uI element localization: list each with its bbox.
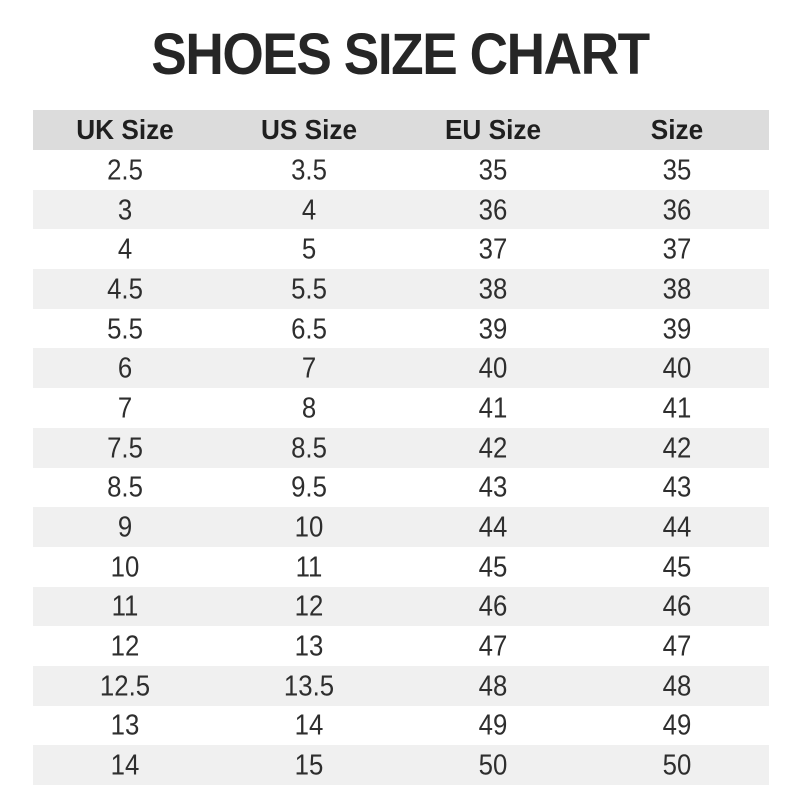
- table-row: 10 11 45 45: [33, 546, 769, 587]
- table-cell: 42: [662, 431, 692, 464]
- table-cell: 4: [301, 192, 317, 226]
- table-cell: 37: [662, 232, 692, 265]
- table-cell: 9: [117, 510, 133, 543]
- table-cell: 40: [478, 351, 508, 384]
- table-cell: 35: [478, 153, 508, 186]
- table-row: 4.5 5.5 38 38: [33, 269, 769, 309]
- table-header-row: UK Size US Size EU Size Size: [33, 110, 769, 150]
- table-cell: 11: [111, 589, 139, 623]
- table-cell: 9.5: [291, 470, 327, 503]
- table-row: 11 12 46 46: [33, 586, 769, 627]
- column-header: US Size: [260, 114, 358, 145]
- table-cell: 10: [110, 550, 140, 583]
- table-cell: 50: [662, 748, 692, 781]
- table-cell: 8.5: [291, 431, 327, 464]
- table-cell: 40: [662, 351, 692, 384]
- column-header: Size: [650, 114, 704, 145]
- table-cell: 13: [294, 629, 324, 662]
- table-cell: 14: [294, 708, 324, 742]
- table-cell: 12: [110, 629, 140, 662]
- table-cell: 41: [662, 391, 692, 424]
- size-table: UK Size US Size EU Size Size 2.5 3.5 35 35 3 4 36…: [33, 110, 769, 785]
- table-cell: 47: [478, 629, 508, 662]
- table-cell: 8: [301, 391, 317, 424]
- table-cell: 5.5: [107, 311, 143, 345]
- table-cell: 7.5: [107, 431, 143, 464]
- table-cell: 41: [478, 391, 508, 424]
- table-cell: 36: [662, 192, 692, 226]
- table-cell: 2.5: [107, 153, 143, 186]
- column-header: UK Size: [76, 114, 174, 145]
- table-cell: 35: [662, 153, 692, 186]
- table-cell: 48: [478, 669, 508, 702]
- table-cell: 45: [662, 550, 692, 583]
- table-cell: 7: [117, 391, 133, 424]
- column-header: EU Size: [444, 114, 542, 145]
- table-row: 8.5 9.5 43 43: [33, 467, 769, 508]
- table-cell: 39: [478, 311, 508, 345]
- table-cell: 46: [662, 589, 692, 623]
- table-cell: 43: [662, 470, 692, 503]
- table-cell: 3: [117, 192, 133, 226]
- table-row: 5.5 6.5 39 39: [33, 308, 769, 349]
- table-cell: 44: [662, 510, 692, 543]
- table-cell: 36: [478, 192, 508, 226]
- table-cell: 49: [478, 708, 508, 742]
- table-cell: 15: [294, 748, 324, 781]
- table-cell: 3.5: [291, 153, 327, 186]
- table-cell: 44: [478, 510, 508, 543]
- table-row: 7.5 8.5 42 42: [33, 427, 769, 468]
- table-cell: 47: [662, 629, 692, 662]
- table-row: 3 4 36 36: [33, 189, 769, 230]
- table-row: 7 8 41 41: [33, 388, 769, 428]
- table-cell: 49: [662, 708, 692, 742]
- table-row: 9 10 44 44: [33, 507, 769, 547]
- table-cell: 43: [478, 470, 508, 503]
- table-cell: 37: [478, 232, 508, 265]
- table-cell: 13.5: [283, 669, 335, 702]
- table-cell: 14: [110, 748, 140, 781]
- table-row: 12 13 47 47: [33, 626, 769, 666]
- table-cell: 8.5: [107, 470, 143, 503]
- table-cell: 7: [301, 351, 317, 384]
- table-cell: 10: [294, 510, 324, 543]
- table-cell: 5: [301, 232, 317, 265]
- table-cell: 42: [478, 431, 508, 464]
- table-cell: 6.5: [291, 311, 327, 345]
- table-cell: 48: [662, 669, 692, 702]
- table-cell: 38: [478, 272, 508, 305]
- table-cell: 4.5: [107, 272, 143, 305]
- table-cell: 4: [117, 232, 133, 265]
- table-row: 12.5 13.5 48 48: [33, 665, 769, 706]
- table-body: 2.5 3.5 35 35 3 4 36 36 4 5 37 37 4.5 5.5 38 38 5.5 6.5 39…: [33, 150, 769, 785]
- table-cell: 12.5: [99, 669, 151, 702]
- table-cell: 45: [478, 550, 508, 583]
- table-row: 4 5 37 37: [33, 229, 769, 270]
- page-title: SHOES SIZE CHART: [151, 21, 650, 87]
- table-cell: 6: [117, 351, 133, 384]
- table-cell: 12: [294, 589, 324, 623]
- table-cell: 39: [662, 311, 692, 345]
- table-cell: 11: [295, 550, 323, 583]
- table-row: 14 15 50 50: [33, 745, 769, 785]
- table-cell: 5.5: [291, 272, 327, 305]
- table-cell: 50: [478, 748, 508, 781]
- table-cell: 13: [110, 708, 140, 742]
- table-row: 2.5 3.5 35 35: [33, 150, 769, 190]
- table-row: 6 7 40 40: [33, 348, 769, 389]
- table-cell: 46: [478, 589, 508, 623]
- table-row: 13 14 49 49: [33, 705, 769, 746]
- table-cell: 38: [662, 272, 692, 305]
